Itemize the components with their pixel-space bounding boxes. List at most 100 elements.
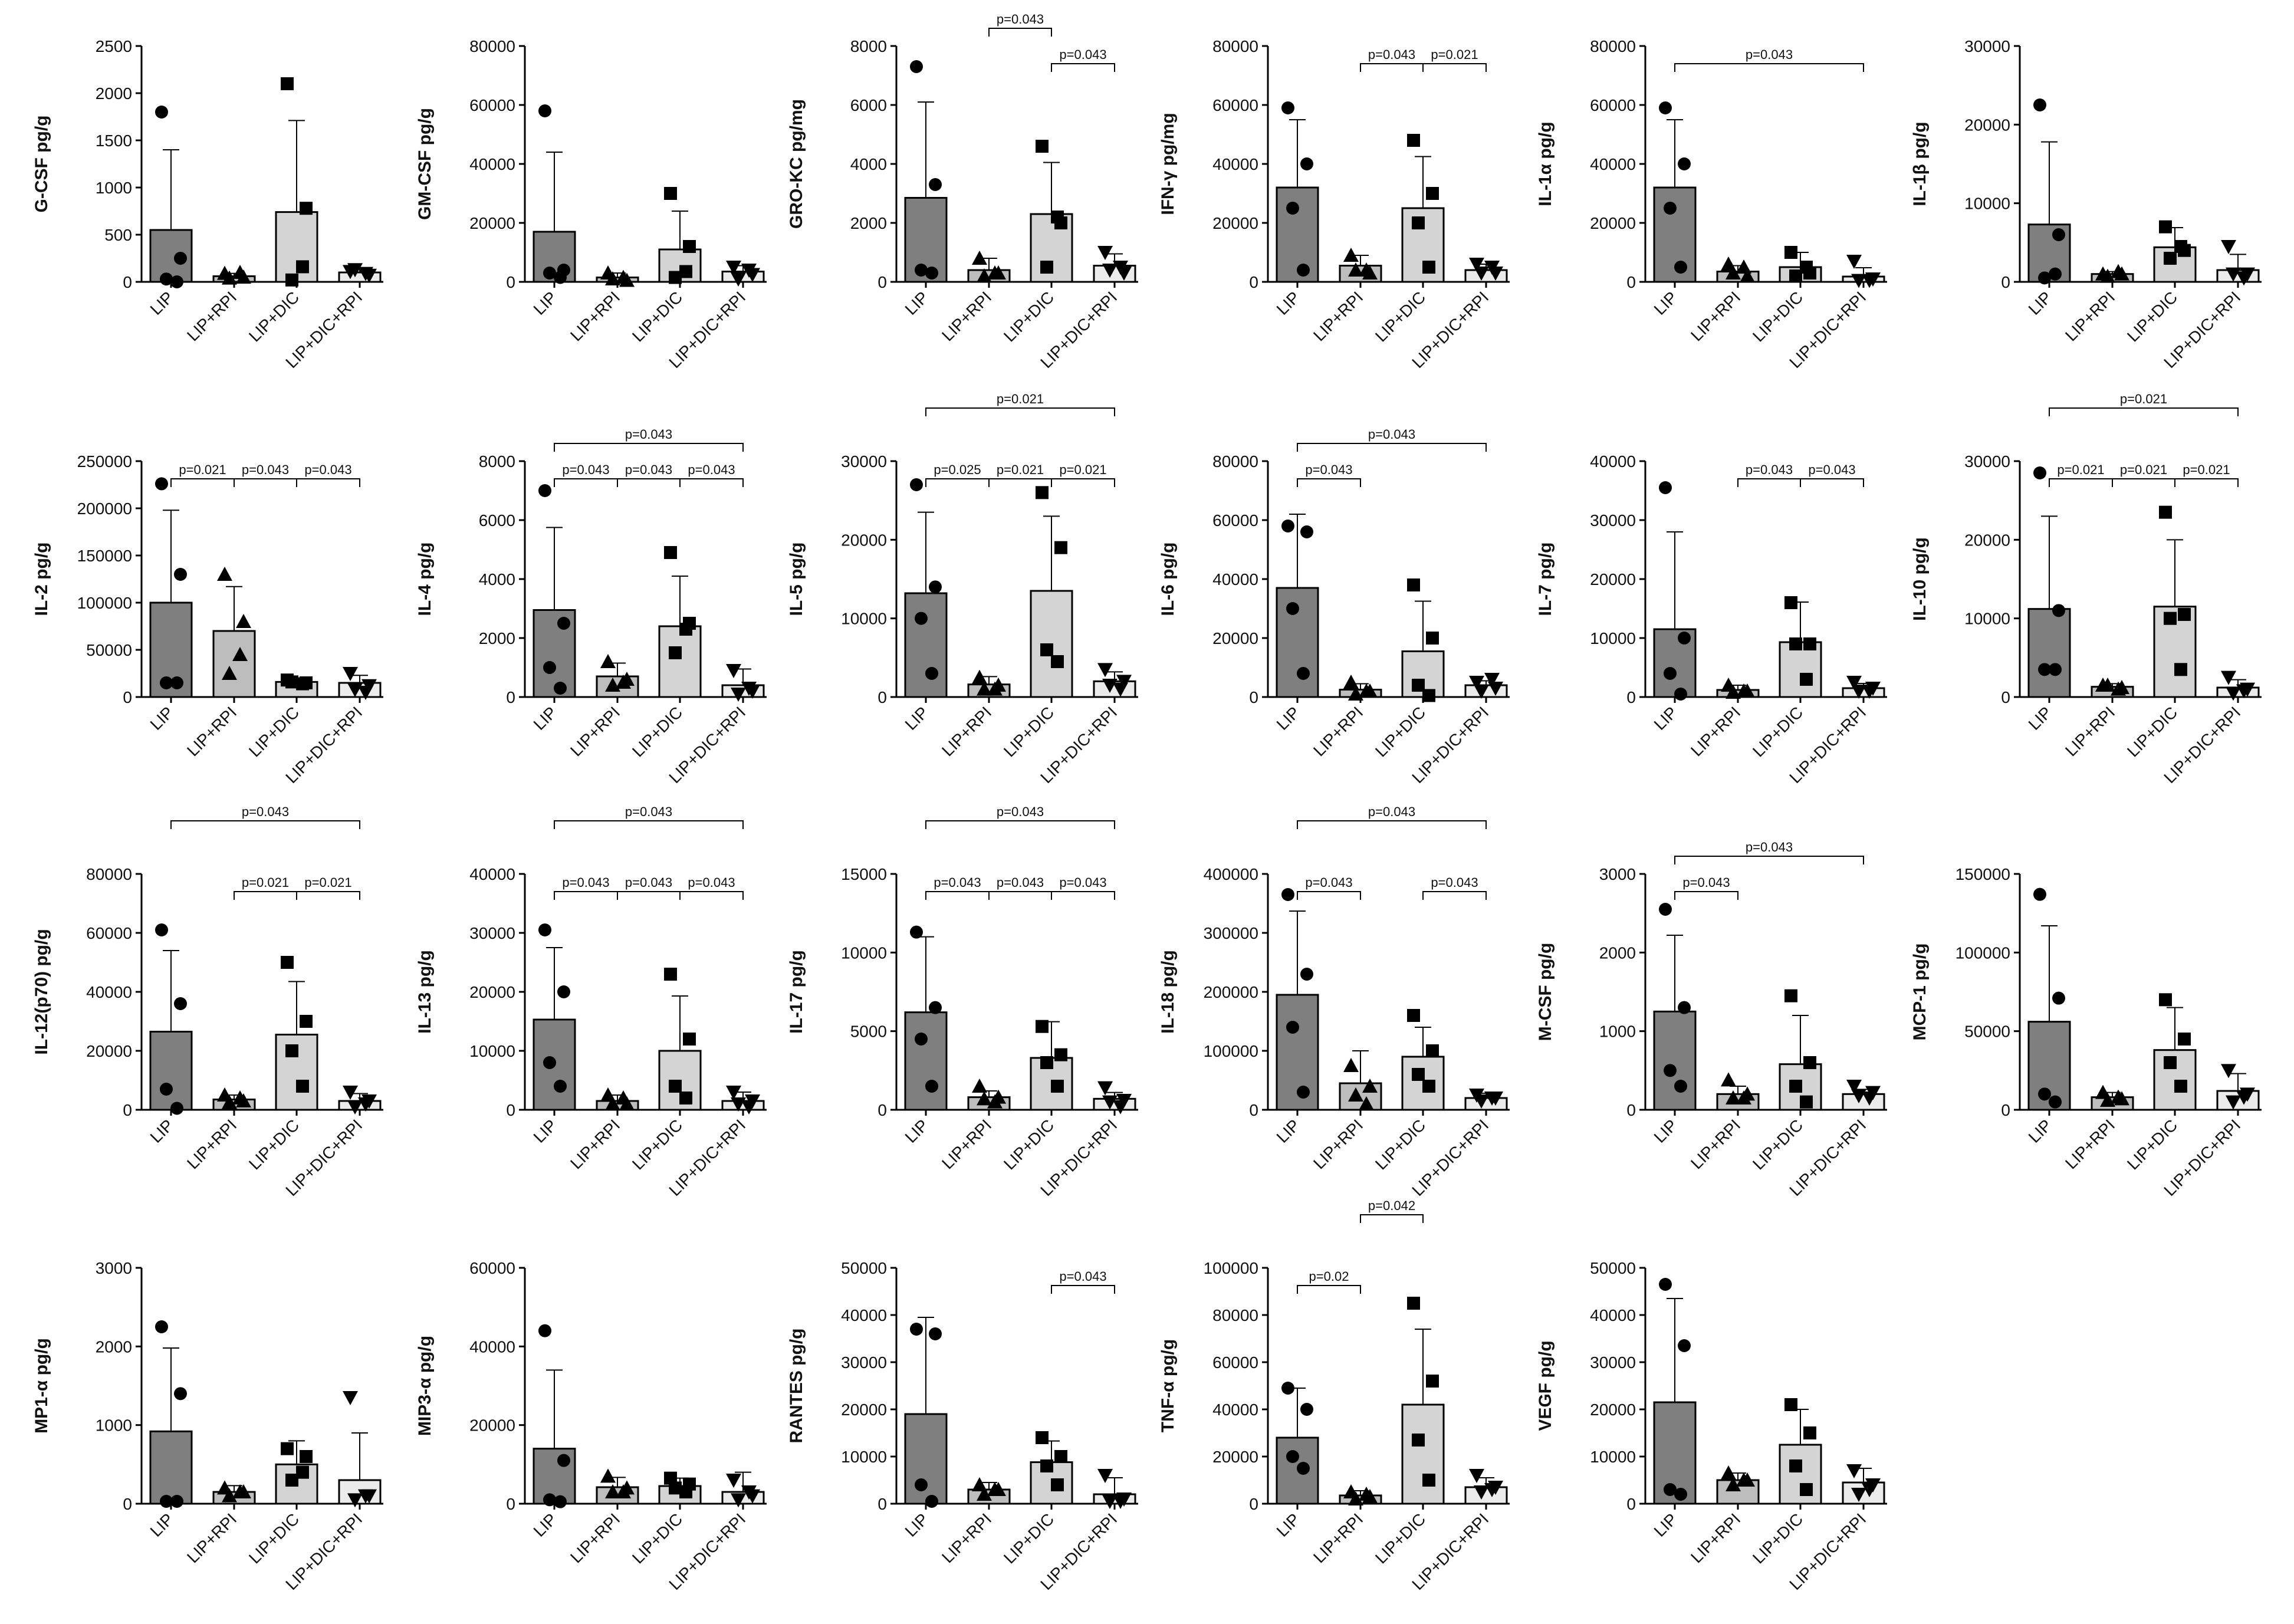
data-point [236,614,251,628]
data-point [155,923,168,936]
data-point [1736,259,1751,274]
data-point [1348,262,1363,277]
y-tick-label: 40000 [469,1337,515,1356]
y-tick-label: 30000 [841,1353,887,1372]
data-point [1422,689,1435,702]
x-tick-label: LIP+DIC [629,1116,686,1173]
data-point [1040,1056,1053,1069]
significance-bracket [554,891,618,900]
data-point [2052,228,2065,241]
x-tick-label: LIP+DIC [245,288,303,345]
bar [338,271,382,283]
y-tick-label: 20000 [469,214,515,232]
data-point [2159,505,2172,519]
y-tick-label: 200000 [1204,983,1258,1001]
x-tick-label: LIP+RPI [2062,1116,2118,1172]
p-value-label: p=0.043 [304,462,351,477]
data-point [1116,675,1132,689]
data-point [1040,1459,1053,1472]
data-point [683,240,696,253]
data-point [170,1102,183,1115]
data-point [1736,683,1751,698]
data-point [987,1094,1003,1109]
data-point [285,273,298,287]
y-tick-label: 6000 [479,511,515,530]
y-tick-label: 30000 [1964,37,2010,55]
y-tick-label: 20000 [1590,1401,1636,1419]
chart-panel: 0 1000 2000 3000 MP1-α pg/g LIP LIP+RPI LIP+DIC… [32,1259,383,1593]
significance-bracket [679,891,744,900]
y-tick-label: 2000 [96,1337,132,1356]
y-tick-label: 10000 [1590,1448,1636,1466]
data-point [1469,676,1484,690]
y-tick-label: 60000 [1212,1353,1258,1372]
data-point [1789,1459,1802,1472]
significance-bracket [1674,891,1738,900]
data-point [222,666,237,680]
y-tick-label: 0 [2001,688,2010,706]
data-point [616,1484,631,1498]
data-point [232,265,248,279]
x-tick-label: LIP [1651,288,1681,318]
significance-bracket [296,891,360,900]
chart-panel: 0 20000 40000 60000 80000 IFN-γ pg/mg LIP LIP+R… [1158,37,1510,372]
data-point [285,1044,298,1057]
p-value-label: p=0.021 [2120,462,2167,477]
data-point [1036,1431,1049,1444]
data-point [977,1487,992,1501]
data-point [232,647,248,661]
data-point [1286,1450,1299,1463]
data-point [1102,679,1118,693]
data-point [1484,261,1500,275]
p-value-label: p=0.043 [242,804,289,819]
data-point [1469,258,1484,272]
x-tick-label: LIP+DIC [1749,1510,1806,1567]
x-tick-label: LIP+RPI [567,1510,623,1566]
data-point [726,261,741,275]
data-point [1721,1072,1736,1087]
y-tick-label: 60000 [1212,511,1258,530]
p-value-label: p=0.021 [304,875,351,890]
x-tick-label: LIP+RPI [183,288,240,344]
y-tick-label: 0 [1249,1495,1258,1513]
y-tick-label: 8000 [479,452,515,471]
p-value-label: p=0.043 [1808,462,1855,477]
x-tick-label: LIP+RPI [1310,288,1366,344]
data-point [296,1080,309,1093]
data-point [1286,202,1299,215]
y-axis-label: RANTES pg/g [787,1329,806,1444]
data-point [2038,663,2051,676]
y-tick-label: 8000 [850,37,887,55]
data-point [554,1080,567,1093]
x-tick-label: LIP+DIC [1000,1116,1057,1173]
data-point [1097,246,1113,260]
data-point [600,654,616,668]
x-tick-label: LIP [530,1116,561,1146]
x-tick-label: LIP [902,1510,932,1540]
data-point [1412,679,1425,692]
data-point [232,1090,248,1104]
y-tick-label: 0 [506,273,515,291]
y-tick-label: 40000 [1212,155,1258,173]
bar [2027,608,2071,698]
y-axis-label: MCP-1 pg/g [1910,944,1930,1041]
data-point [1800,1095,1813,1109]
data-point [1051,1478,1064,1491]
y-axis-label: IL-1β pg/g [1910,121,1930,206]
y-tick-label: 1000 [96,1416,132,1435]
data-point [2033,466,2046,479]
data-point [2159,993,2172,1007]
x-tick-label: LIP [2025,288,2056,318]
data-point [1726,265,1741,280]
data-point [2221,1064,2236,1079]
data-point [2236,271,2252,286]
data-point [1348,1491,1363,1505]
data-point [160,1083,173,1096]
significance-bracket [925,478,990,487]
y-tick-label: 150000 [77,547,132,565]
x-tick-label: LIP+RPI [1310,1510,1366,1566]
data-point [1113,1495,1128,1509]
p-value-label: p=0.043 [1682,875,1730,890]
data-point [1851,1488,1866,1502]
data-point [616,675,631,689]
